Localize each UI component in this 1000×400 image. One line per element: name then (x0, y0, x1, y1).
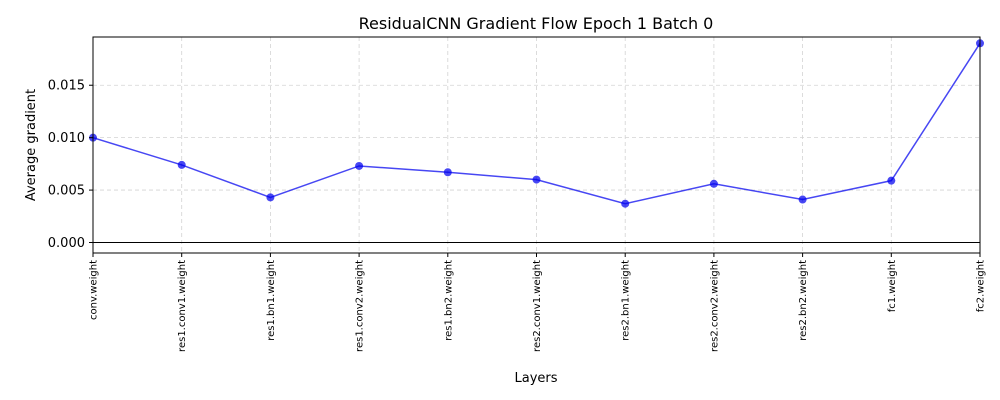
x-tick-label: conv.weight (89, 260, 100, 320)
x-tick-label: res1.bn2.weight (443, 260, 454, 341)
y-tick-label: 0.010 (48, 131, 85, 146)
data-point (355, 161, 364, 170)
data-point (709, 179, 718, 188)
x-tick-label: res1.conv2.weight (355, 260, 366, 352)
data-point (887, 176, 896, 185)
y-tick-label: 0.015 (48, 79, 85, 94)
data-point (621, 199, 630, 208)
grid (92, 37, 981, 253)
series (89, 39, 984, 208)
x-tick-label: fc2.weight (976, 260, 987, 312)
x-tick-label: fc1.weight (887, 260, 898, 312)
x-tick-label: res1.bn1.weight (266, 260, 277, 341)
x-axis-ticks: conv.weight res1.conv1.weight res1.bn1.wei… (89, 253, 987, 352)
chart-title: ResidualCNN Gradient Flow Epoch 1 Batch … (359, 14, 714, 33)
data-point (798, 195, 807, 204)
data-point (266, 193, 275, 202)
x-tick-label: res2.bn1.weight (621, 260, 632, 341)
data-point (177, 160, 186, 169)
data-point (443, 168, 452, 177)
y-axis-ticks: 0.000 0.005 0.010 0.015 (48, 79, 93, 251)
x-tick-label: res1.conv1.weight (177, 260, 188, 352)
x-tick-label: res2.conv1.weight (532, 260, 543, 352)
y-axis-label: Average gradient (24, 89, 39, 201)
y-tick-label: 0.005 (48, 184, 85, 199)
x-axis-label: Layers (514, 371, 557, 386)
data-point (532, 175, 541, 184)
x-tick-label: res2.bn2.weight (798, 260, 809, 341)
x-tick-label: res2.conv2.weight (709, 260, 720, 352)
y-tick-label: 0.000 (48, 236, 85, 251)
